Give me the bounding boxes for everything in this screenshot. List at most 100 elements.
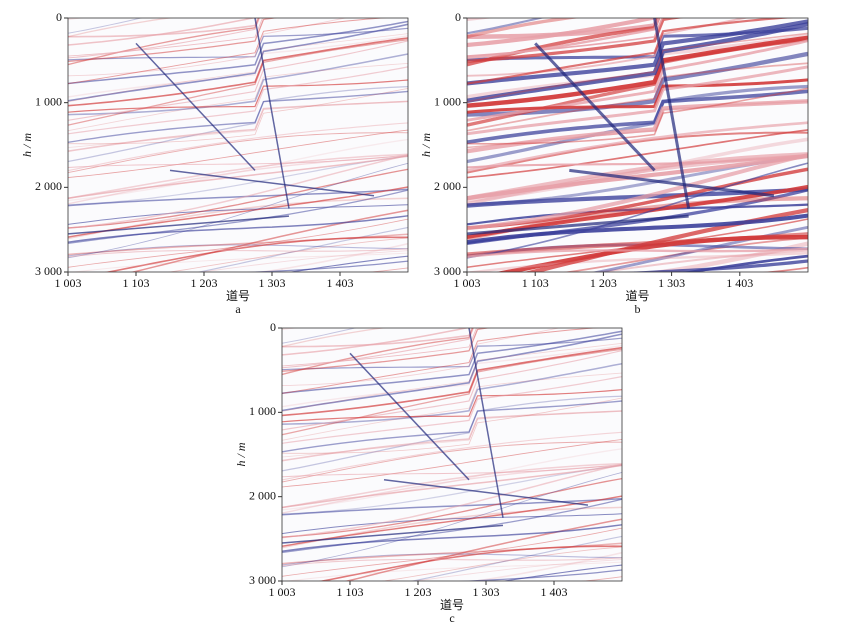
reflector bbox=[467, 184, 808, 240]
plot-frame bbox=[281, 327, 623, 582]
reflector bbox=[68, 0, 408, 5]
reflector bbox=[467, 131, 808, 174]
x-tick-label: 1 203 bbox=[191, 276, 218, 290]
y-tick-label: 1 000 bbox=[249, 404, 276, 418]
fault bbox=[349, 352, 470, 481]
reflector bbox=[282, 448, 622, 511]
reflector bbox=[467, 65, 808, 136]
reflector bbox=[282, 376, 622, 444]
reflector bbox=[68, 122, 408, 172]
fault bbox=[383, 479, 589, 506]
reflector bbox=[68, 132, 408, 174]
reflector bbox=[411, 559, 622, 581]
reflector bbox=[381, 546, 622, 581]
reflector bbox=[196, 226, 408, 272]
reflector bbox=[467, 89, 808, 145]
reflector bbox=[282, 410, 622, 462]
x-axis-label: 道号 bbox=[440, 598, 464, 612]
reflector bbox=[68, 154, 408, 168]
reflector bbox=[282, 439, 622, 488]
reflector bbox=[467, 247, 808, 258]
reflector bbox=[68, 40, 408, 121]
reflector bbox=[282, 328, 600, 394]
reflector bbox=[467, 137, 808, 203]
reflector bbox=[68, 23, 408, 102]
reflector bbox=[467, 121, 808, 172]
reflector bbox=[256, 242, 408, 272]
reflector bbox=[198, 250, 408, 272]
reflector bbox=[282, 542, 622, 565]
reflector bbox=[282, 344, 622, 408]
reflector bbox=[467, 18, 794, 85]
reflector bbox=[68, 153, 408, 199]
reflector bbox=[467, 87, 808, 145]
reflector bbox=[68, 66, 408, 135]
reflector bbox=[282, 464, 622, 509]
seismic-image bbox=[467, 0, 808, 272]
fault bbox=[569, 168, 775, 198]
reflector bbox=[68, 18, 260, 59]
x-tick-label: 1 003 bbox=[269, 585, 296, 599]
reflector bbox=[282, 350, 622, 431]
reflector bbox=[68, 27, 408, 61]
fault bbox=[534, 42, 656, 172]
x-tick-label: 1 003 bbox=[454, 276, 481, 290]
reflector bbox=[467, 18, 494, 21]
reflector bbox=[467, 35, 808, 108]
reflector bbox=[282, 395, 622, 472]
reflector bbox=[467, 18, 545, 35]
reflector bbox=[282, 362, 622, 425]
reflector bbox=[467, 39, 808, 122]
reflector bbox=[282, 346, 622, 417]
reflector bbox=[68, 18, 259, 38]
reflector bbox=[467, 0, 808, 12]
reflector bbox=[467, 0, 808, 9]
reflector bbox=[68, 0, 408, 6]
fault bbox=[68, 215, 290, 235]
reflector bbox=[282, 330, 622, 394]
reflector bbox=[104, 236, 408, 272]
reflector bbox=[467, 0, 808, 6]
reflector bbox=[282, 328, 470, 356]
reflector bbox=[68, 20, 408, 85]
reflector bbox=[68, 154, 408, 230]
x-tick-label: 1 403 bbox=[541, 585, 568, 599]
fault bbox=[169, 169, 375, 197]
reflector bbox=[467, 203, 808, 226]
reflector bbox=[282, 464, 622, 515]
x-tick-label: 1 203 bbox=[590, 276, 617, 290]
reflector bbox=[282, 400, 622, 453]
y-tick-label: 3 000 bbox=[35, 264, 62, 278]
reflector bbox=[282, 524, 622, 553]
reflector bbox=[282, 328, 561, 387]
fault bbox=[468, 328, 504, 518]
reflector bbox=[68, 0, 408, 8]
reflector bbox=[467, 18, 660, 39]
y-tick-label: 1 000 bbox=[434, 94, 461, 108]
reflector bbox=[68, 0, 408, 7]
fault bbox=[653, 18, 691, 209]
reflector bbox=[68, 248, 408, 258]
reflector bbox=[68, 138, 408, 202]
reflector bbox=[282, 463, 622, 478]
panel-label: c bbox=[449, 611, 454, 625]
reflector bbox=[467, 251, 808, 272]
reflector bbox=[563, 237, 808, 272]
fault bbox=[282, 524, 504, 544]
reflector bbox=[282, 389, 622, 423]
x-tick-label: 1 003 bbox=[55, 276, 82, 290]
reflector bbox=[68, 18, 256, 46]
plot-frame bbox=[466, 17, 809, 273]
reflector bbox=[467, 153, 808, 231]
reflector bbox=[470, 551, 622, 581]
reflector bbox=[344, 518, 622, 581]
reflector bbox=[68, 62, 408, 132]
reflector bbox=[68, 129, 408, 179]
reflector bbox=[282, 477, 622, 538]
reflector bbox=[624, 259, 808, 272]
reflector bbox=[282, 463, 622, 539]
reflector bbox=[245, 260, 408, 272]
reflector bbox=[68, 0, 408, 12]
